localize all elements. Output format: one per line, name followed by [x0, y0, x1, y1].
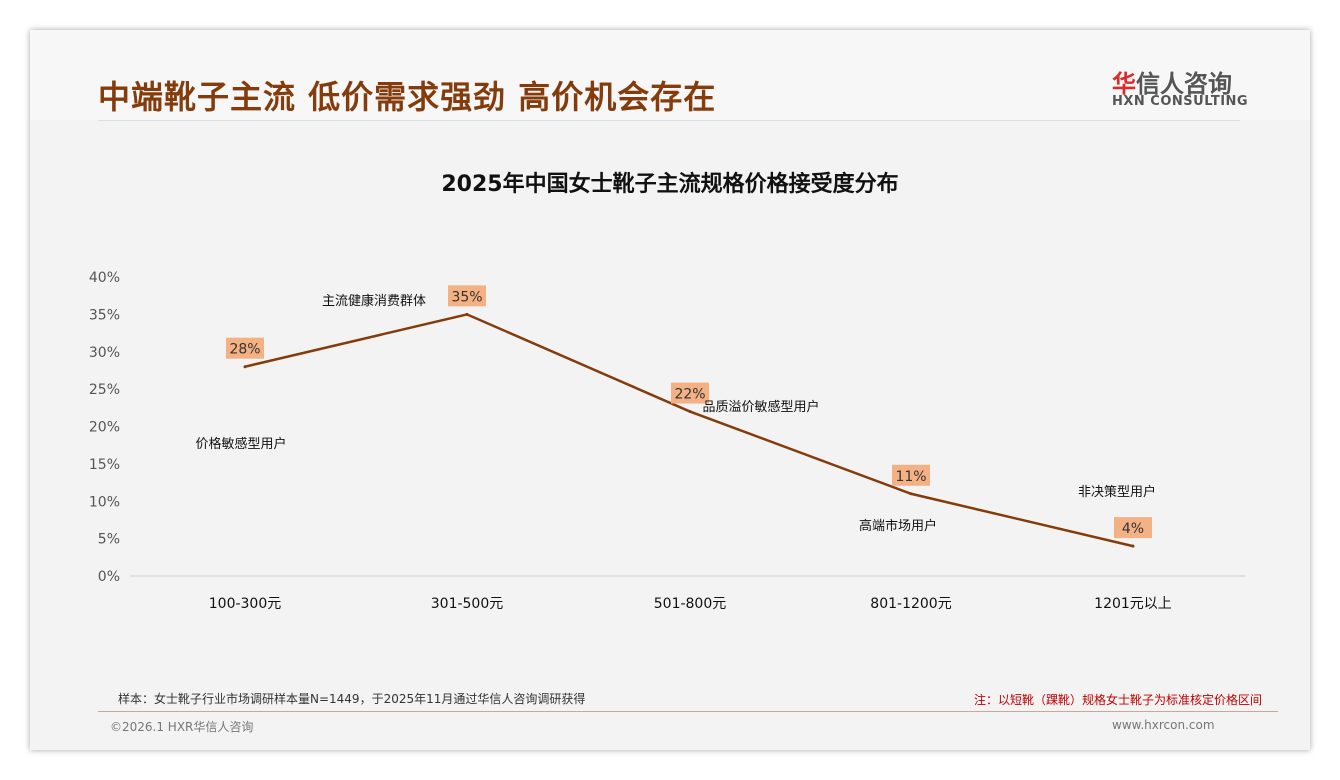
- data-point: [465, 312, 469, 316]
- series-line: [244, 313, 1134, 548]
- y-tick-label: 30%: [89, 345, 120, 361]
- y-tick-label: 0%: [98, 569, 120, 585]
- logo: 华信人咨询: [1112, 64, 1232, 99]
- data-label: 11%: [895, 469, 926, 485]
- data-label: 22%: [674, 387, 705, 403]
- logo-mark: 华: [1112, 70, 1136, 98]
- data-label: 35%: [451, 289, 482, 305]
- data-point: [688, 410, 692, 414]
- x-tick-label: 801-1200元: [870, 596, 951, 612]
- website: www.hxrcon.com: [1112, 718, 1215, 732]
- data-label: 28%: [229, 342, 260, 358]
- y-tick-label: 40%: [89, 270, 120, 286]
- data-point: [1131, 544, 1135, 548]
- y-tick-label: 15%: [89, 457, 120, 473]
- data-label-bg: [892, 464, 930, 486]
- logo-text: 信人咨询: [1136, 70, 1232, 98]
- y-tick-label: 5%: [98, 532, 120, 548]
- data-label-bg: [226, 337, 264, 359]
- data-label-bg: [671, 382, 709, 404]
- segment-annotation: 非决策型用户: [1078, 484, 1156, 500]
- x-tick-label: 100-300元: [209, 596, 282, 612]
- segment-annotation: 高端市场用户: [859, 518, 937, 534]
- y-tick-label: 35%: [89, 307, 120, 323]
- price-note: 注：以短靴（踝靴）规格女士靴子为标准核定价格区间: [973, 693, 1262, 707]
- data-label: 4%: [1122, 521, 1144, 537]
- segment-annotation: 品质溢价敏感型用户: [702, 399, 819, 415]
- x-tick-label: 1201元以上: [1094, 596, 1172, 612]
- segment-annotation: 价格敏感型用户: [195, 436, 286, 452]
- data-label-bg: [1114, 517, 1152, 539]
- logo-en: HXN CONSULTING: [1112, 94, 1249, 109]
- y-tick-label: 25%: [89, 382, 120, 398]
- x-tick-label: 301-500元: [431, 596, 504, 612]
- chart-title: 2025年中国女士靴子主流规格价格接受度分布: [441, 172, 899, 197]
- page-title: 中端靴子主流 低价需求强劲 高价机会存在: [98, 78, 717, 116]
- copyright: ©2026.1 HXR华信人咨询: [110, 720, 254, 734]
- y-tick-label: 20%: [89, 420, 120, 436]
- slide: 中端靴子主流 低价需求强劲 高价机会存在 华信人咨询 HXN CONSULTIN…: [30, 30, 1310, 750]
- data-label-bg: [448, 285, 486, 307]
- data-point: [909, 492, 913, 496]
- segment-annotation: 主流健康消费群体: [322, 293, 426, 309]
- header-divider: [98, 120, 1240, 121]
- sample-note: 样本：女士靴子行业市场调研样本量N=1449，于2025年11月通过华信人咨询调…: [118, 692, 586, 706]
- footer-divider: [98, 711, 1278, 712]
- line-chart: 0% 5% 10% 15% 20% 25% 30% 35% 40% 100-300元 301-500…: [89, 270, 1245, 612]
- y-tick-label: 10%: [89, 494, 120, 510]
- x-tick-label: 501-800元: [654, 596, 727, 612]
- header: [30, 30, 1310, 120]
- data-point: [243, 365, 247, 369]
